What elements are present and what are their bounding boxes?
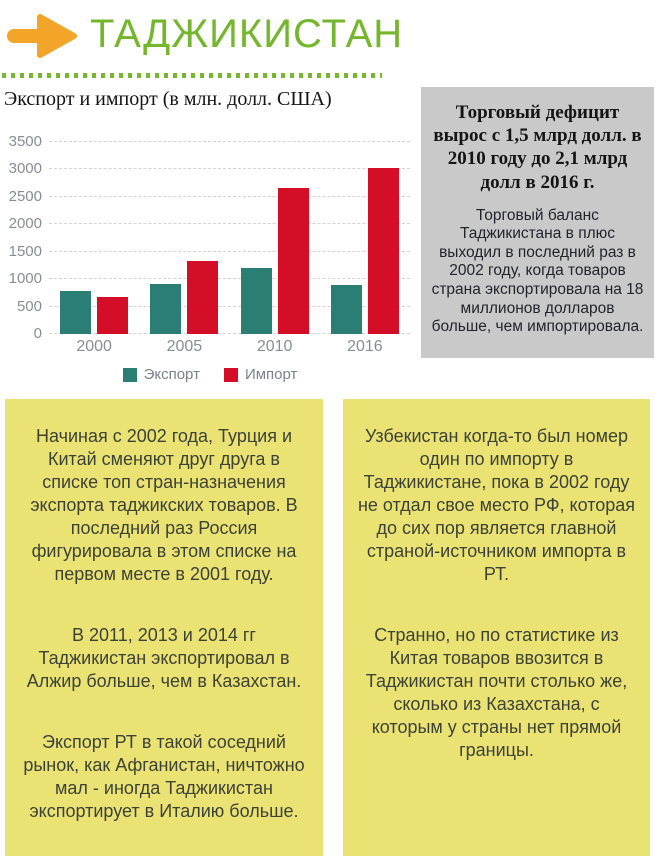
- note-paragraph: В 2011, 2013 и 2014 гг Таджикистан экспо…: [26, 625, 302, 691]
- y-tick-label: 0: [33, 325, 42, 342]
- legend-item-экспорт: Экспорт: [122, 366, 200, 383]
- y-tick-label: 3000: [8, 160, 42, 178]
- gridline: [49, 333, 410, 334]
- legend-swatch: [122, 367, 137, 382]
- bar-pair: [240, 188, 309, 334]
- bar-group-2010: [230, 188, 320, 334]
- bar-group-2016: [320, 167, 410, 334]
- bar-экспорт-2010: [240, 268, 272, 334]
- arrow-right-icon: [7, 14, 77, 58]
- chart-title: Экспорт и импорт (в млн. долл. США): [4, 88, 332, 110]
- legend-item-импорт: Импорт: [223, 366, 298, 383]
- x-tick-label: 2010: [256, 338, 293, 355]
- bar-импорт-2010: [277, 188, 309, 334]
- gridline: [49, 168, 410, 170]
- info-box-heading: Торговый дефицит вырос с 1,5 млрд долл. …: [433, 102, 642, 193]
- bar-pair: [330, 167, 399, 334]
- y-tick-label: 1000: [8, 270, 42, 288]
- note-paragraph: Начиная с 2002 года, Турция и Китай смен…: [30, 426, 298, 584]
- y-tick-label: 2000: [8, 215, 42, 233]
- chart-x-axis: 2000 2005 2010 2016: [49, 338, 410, 356]
- bar-groups: [49, 167, 410, 334]
- bar-pair: [60, 291, 129, 334]
- gridline: [49, 223, 410, 225]
- legend-swatch: [223, 367, 238, 382]
- bar-group-2000: [49, 291, 139, 334]
- info-box-body: Торговый баланс Таджикистана в плюс выхо…: [431, 206, 644, 336]
- export-import-bar-chart: 0 500 1000 1500 2000 2500 3000 3500 2000 2005 201…: [4, 128, 416, 383]
- gridline: [49, 278, 410, 280]
- gridline: [49, 250, 410, 252]
- bar-экспорт-2005: [150, 284, 182, 334]
- gridline: [49, 305, 410, 307]
- bar-экспорт-2016: [330, 284, 362, 334]
- note-box-imports: Узбекистан когда-то был номер один по им…: [343, 399, 650, 856]
- bar-импорт-2000: [97, 296, 129, 334]
- page-title: ТАДЖИКИСТАН: [90, 12, 404, 56]
- x-tick-label: 2016: [347, 338, 383, 355]
- bar-импорт-2016: [367, 167, 399, 334]
- bar-group-2005: [139, 261, 229, 334]
- x-tick-label: 2000: [76, 338, 112, 355]
- note-paragraph: Странно, но по статистике из Китая товар…: [365, 625, 628, 760]
- note-paragraph: Узбекистан когда-то был номер один по им…: [357, 426, 636, 584]
- y-tick-label: 1500: [8, 242, 42, 260]
- legend-label: Импорт: [244, 366, 298, 383]
- y-tick-label: 500: [16, 297, 42, 315]
- chart-legend: Экспорт Импорт: [4, 366, 416, 383]
- chart-plot: 0 500 1000 1500 2000 2500 3000 3500: [9, 128, 410, 342]
- trade-deficit-info-box: Торговый дефицит вырос с 1,5 млрд долл. …: [421, 87, 654, 358]
- gridline: [49, 141, 410, 142]
- bar-pair: [150, 261, 219, 334]
- bar-экспорт-2000: [60, 291, 92, 334]
- note-paragraph: Экспорт РТ в такой соседний рынок, как А…: [23, 732, 305, 821]
- legend-label: Экспорт: [143, 366, 200, 383]
- bar-импорт-2005: [187, 261, 219, 334]
- y-tick-label: 3500: [8, 133, 42, 150]
- note-box-exports: Начиная с 2002 года, Турция и Китай смен…: [5, 399, 323, 856]
- x-tick-label: 2005: [166, 338, 203, 355]
- dotted-divider: [2, 73, 382, 78]
- y-tick-label: 2500: [8, 187, 42, 205]
- gridline: [49, 195, 410, 197]
